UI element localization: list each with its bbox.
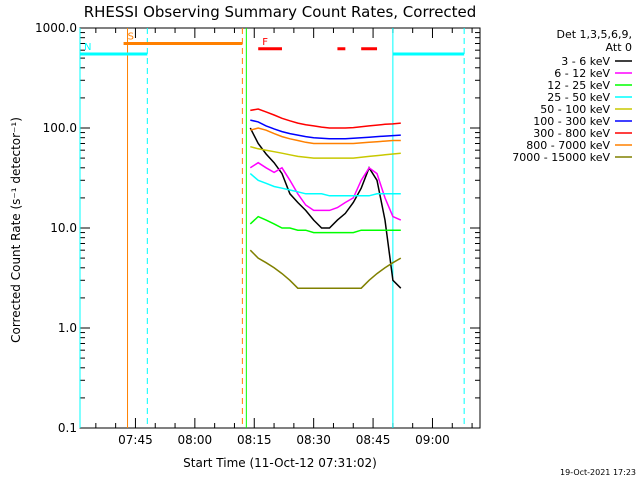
- legend-item-label: 300 - 800 keV: [533, 127, 610, 140]
- flag-label: N: [84, 42, 91, 53]
- series-line: [250, 145, 401, 159]
- legend-item-label: 6 - 12 keV: [554, 67, 610, 80]
- y-tick-label: 100.0: [43, 121, 77, 135]
- legend-item-label: 3 - 6 keV: [561, 55, 610, 68]
- legend-item-label: 12 - 25 keV: [547, 79, 610, 92]
- plot-area: 0.1 1.0 10.0 100.0 1000.0 07:45 08:00 08:15 08:3…: [35, 21, 481, 447]
- legend-title: Det 1,3,5,6,9,: [556, 28, 632, 41]
- series-line: [250, 127, 401, 145]
- series-line: [250, 108, 401, 129]
- series-line: [250, 119, 401, 140]
- series-line: [249, 215, 401, 234]
- series-line: [249, 161, 402, 221]
- x-tick-label: 07:45: [118, 433, 153, 447]
- timestamp: 19-Oct-2021 17:23: [560, 468, 636, 477]
- legend-item-label: 800 - 7000 keV: [526, 139, 610, 152]
- chart-title: RHESSI Observing Summary Count Rates, Co…: [84, 3, 477, 21]
- legend-item-label: 50 - 100 keV: [540, 103, 610, 116]
- y-tick-label: 0.1: [58, 421, 77, 435]
- y-tick-label: 10.0: [50, 221, 77, 235]
- legend-title: Att 0: [606, 41, 632, 54]
- x-tick-label: 09:00: [415, 433, 450, 447]
- x-tick-label: 08:15: [237, 433, 272, 447]
- x-tick-label: 08:30: [296, 433, 331, 447]
- x-tick-label: 08:00: [178, 433, 213, 447]
- series-line: [249, 127, 402, 289]
- flag-label: F: [262, 37, 268, 48]
- legend-item-label: 7000 - 15000 keV: [512, 151, 610, 164]
- x-axis-label: Start Time (11-Oct-12 07:31:02): [183, 456, 377, 470]
- y-tick-label: 1000.0: [35, 21, 77, 35]
- legend-item-label: 100 - 300 keV: [533, 115, 610, 128]
- y-axis-label: Corrected Count Rate (s⁻¹ detector⁻¹): [9, 117, 23, 343]
- y-tick-label: 1.0: [58, 321, 77, 335]
- x-tick-label: 08:45: [356, 433, 391, 447]
- series-line: [249, 173, 401, 197]
- legend-item-label: 25 - 50 keV: [547, 91, 610, 104]
- series-line: [249, 249, 402, 289]
- flag-label: S: [128, 31, 134, 42]
